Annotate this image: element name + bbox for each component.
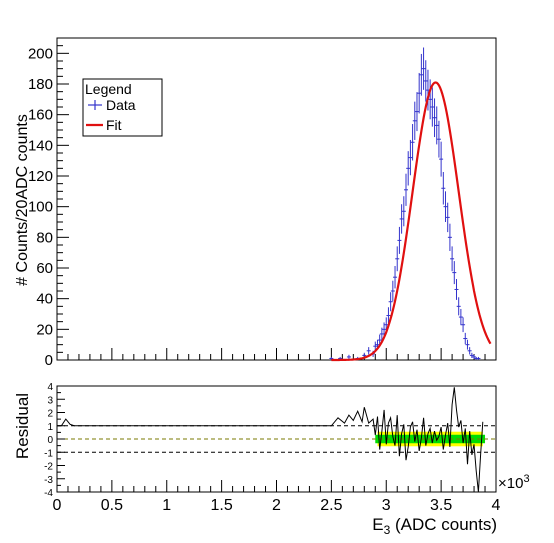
data-points [329,47,481,360]
main-y-tick-label: 100 [28,199,53,216]
x-exponent-power: 3 [523,473,529,485]
main-plot-panel: 0 20 40 60 80 100 120 140 160 180 200 # Counts/20A… [14,37,497,369]
residual-y-tick-label: 2 [47,409,53,420]
main-y-tick-label: 160 [28,107,53,124]
main-y-tick-label: 20 [36,321,53,338]
residual-x-tick-label: 3.5 [430,497,452,514]
residual-y-tick-label: -3 [44,475,53,486]
residual-y-tick-label: 3 [47,395,53,406]
residual-x-axis: 0 0.5 1 1.5 2 2.5 3 3.5 4 [53,480,501,514]
residual-y-tick-label: 0 [47,435,53,446]
x-axis-label: E3 (ADC counts) [372,515,497,537]
legend-data-label: Data [106,97,136,113]
x-axis-label-rest: (ADC counts) [390,515,497,534]
main-y-tick-label: 0 [45,352,53,369]
legend-fit-label: Fit [106,117,122,133]
x-axis-exponent: ×103 [498,473,530,492]
fit-curve [331,81,492,362]
legend-box [82,78,163,137]
main-y-tick-label: 200 [28,45,53,62]
residual-x-tick-label: 1 [162,497,171,514]
residual-x-tick-label: 0 [53,497,62,514]
residual-y-tick-label: 1 [47,422,53,433]
residual-x-tick-label: 2.5 [320,497,342,514]
main-y-axis: 0 20 40 60 80 100 120 140 160 180 200 [28,37,69,369]
main-y-tick-label: 40 [36,291,53,308]
residual-x-tick-label: 2 [272,497,281,514]
residual-y-tick-label: -4 [44,488,53,499]
main-y-tick-label: 140 [28,137,53,154]
residual-y-tick-label: -1 [44,448,53,459]
residual-y-axis: -4 -3 -2 -1 0 1 2 3 4 [44,382,65,499]
residual-x-tick-label: 4 [492,497,501,514]
residual-y-axis-label: Residual [13,393,32,459]
main-y-tick-label: 180 [28,76,53,93]
x-exponent-base: ×10 [498,475,523,492]
legend: Legend Data Fit [82,78,163,137]
main-y-axis-label: # Counts/20ADC counts [14,114,31,286]
residual-x-tick-label: 1.5 [211,497,233,514]
main-y-tick-label: 80 [36,229,53,246]
residual-line [57,387,484,493]
residual-plot-panel: -4 -3 -2 -1 0 1 2 3 4 0 0.5 1 1.5 2 2.5 3 3.5 4 Residual… [13,382,530,537]
x-axis-label-sub: 3 [384,523,391,537]
x-axis-label-main: E [372,515,383,534]
legend-title: Legend [85,81,132,97]
main-y-tick-label: 120 [28,168,53,185]
residual-x-tick-label: 0.5 [101,497,123,514]
residual-y-tick-label: -2 [44,462,53,473]
residual-y-tick-label: 4 [47,382,53,393]
main-x-ticks [56,348,497,360]
main-y-tick-label: 60 [36,260,53,277]
residual-x-tick-label: 3 [382,497,391,514]
